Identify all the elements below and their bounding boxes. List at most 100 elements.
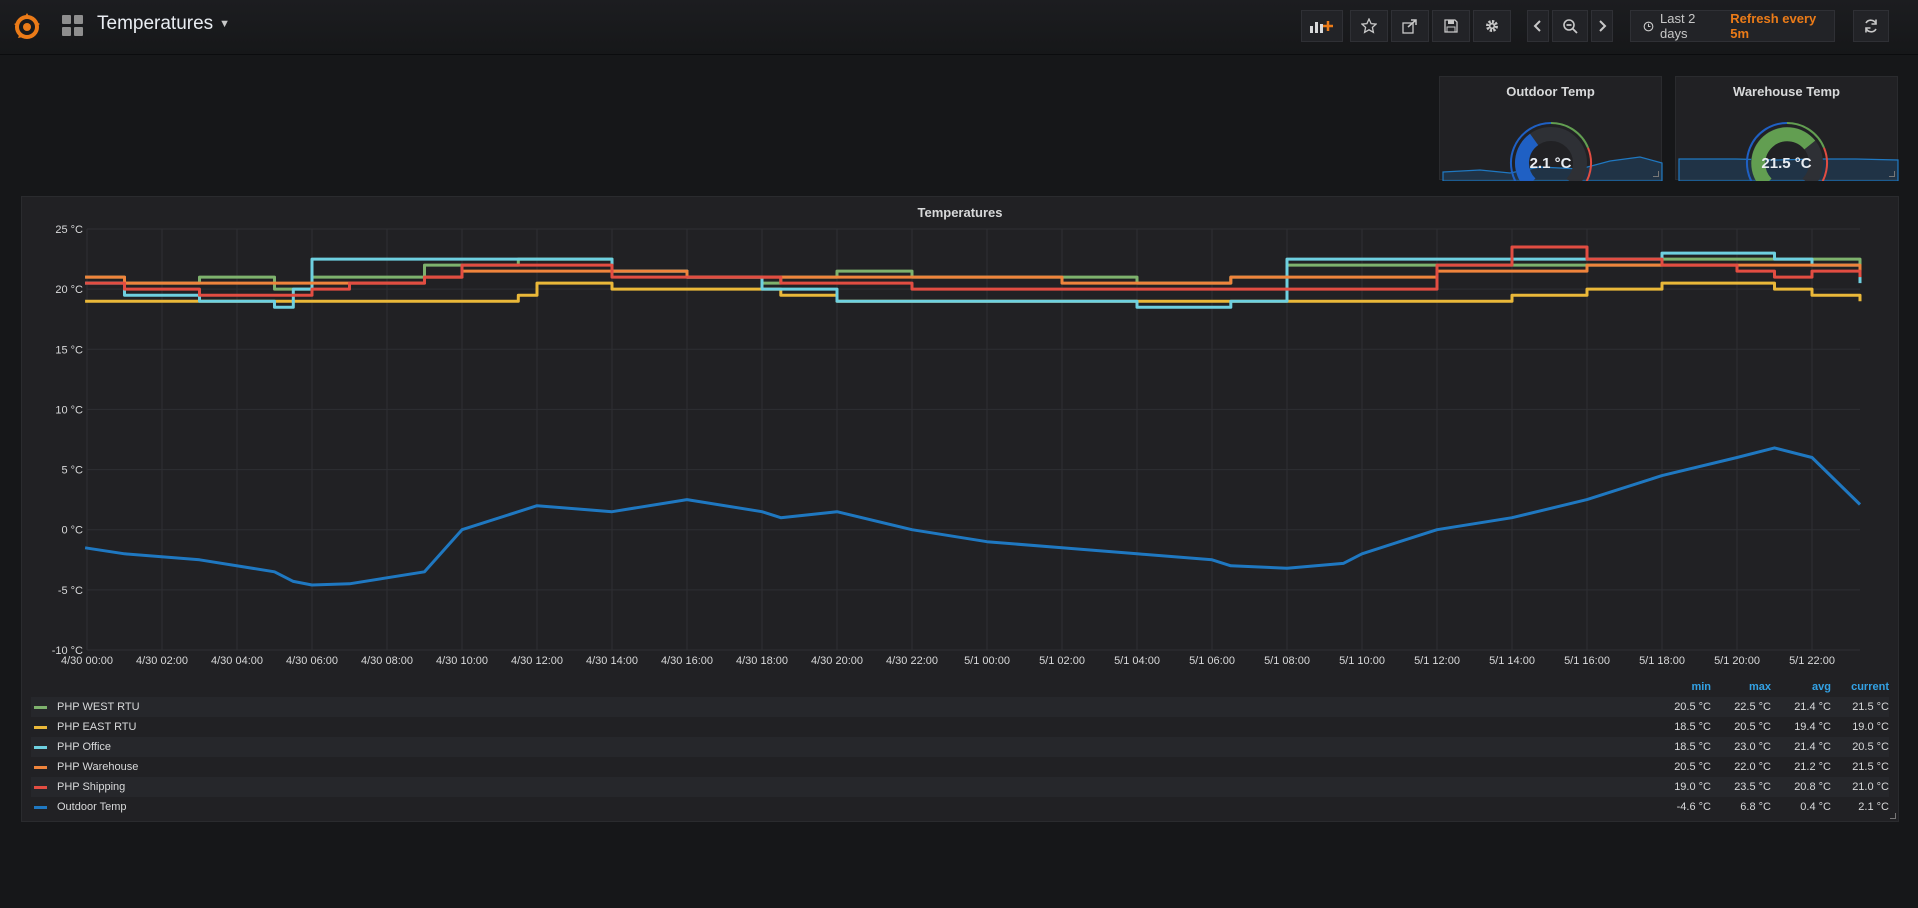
x-tick-label: 4/30 14:00 <box>586 655 638 667</box>
legend-item[interactable]: PHP Office 18.5 °C 23.0 °C 21.4 °C 20.5 … <box>31 737 1889 757</box>
gauge-threshold-low <box>1745 122 1788 181</box>
dashboard-title: Temperatures <box>97 13 214 34</box>
add-panel-icon <box>1310 21 1333 33</box>
series-name[interactable]: PHP Office <box>57 741 112 753</box>
panel-title: Warehouse Temp <box>1733 84 1840 99</box>
temperatures-graph-panel[interactable]: Temperatures 25 °C 20 °C 15 °C 10 °C 5 °C 0 °… <box>21 196 1899 822</box>
star-button[interactable] <box>1350 10 1388 42</box>
y-tick-label: 0 °C <box>61 525 83 537</box>
series-min: 18.5 °C <box>1674 741 1711 753</box>
refresh-button[interactable] <box>1853 10 1889 42</box>
temperature-chart[interactable]: 25 °C20 °C15 °C10 °C5 °C0 °C-5 °C-10 °C4… <box>22 197 1898 677</box>
time-back-button[interactable] <box>1527 10 1549 42</box>
series-name[interactable]: Outdoor Temp <box>57 801 127 813</box>
x-tick-label: 4/30 02:00 <box>136 655 188 667</box>
x-tick-label: 5/1 08:00 <box>1264 655 1310 667</box>
x-tick-label: 5/1 20:00 <box>1714 655 1760 667</box>
y-tick-label: 20 °C <box>55 284 83 296</box>
resize-handle[interactable] <box>1653 171 1659 177</box>
chevron-left-icon <box>1533 20 1541 32</box>
x-tick-label: 5/1 18:00 <box>1639 655 1685 667</box>
add-panel-button[interactable] <box>1301 10 1343 42</box>
share-icon <box>1402 19 1417 34</box>
grafana-logo-icon[interactable] <box>12 12 42 42</box>
graph-legend: min max avg current PHP WEST RTU 20.5 °C… <box>31 679 1889 817</box>
series-current: 19.0 °C <box>1852 721 1889 733</box>
legend-item[interactable]: PHP Shipping 19.0 °C 23.5 °C 20.8 °C 21.… <box>31 777 1889 797</box>
series-color-swatch[interactable] <box>34 746 47 749</box>
series-min: 20.5 °C <box>1674 701 1711 713</box>
legend-col-current[interactable]: current <box>1851 681 1889 693</box>
apps-grid-icon[interactable] <box>62 15 84 37</box>
warehouse-temp-gauge <box>1678 121 1899 181</box>
save-button[interactable] <box>1432 10 1470 42</box>
legend-item[interactable]: Outdoor Temp -4.6 °C 6.8 °C 0.4 °C 2.1 °… <box>31 797 1889 817</box>
series-line-php-east-rtu[interactable] <box>85 281 1862 303</box>
x-tick-label: 4/30 06:00 <box>286 655 338 667</box>
series-color-swatch[interactable] <box>34 766 47 769</box>
zoom-out-button[interactable] <box>1552 10 1588 42</box>
x-tick-label: 4/30 04:00 <box>211 655 263 667</box>
series-max: 23.5 °C <box>1734 781 1771 793</box>
dashboard-title-dropdown[interactable]: Temperatures ▼ <box>97 13 230 35</box>
series-avg: 21.2 °C <box>1794 761 1831 773</box>
series-name[interactable]: PHP EAST RTU <box>57 721 137 733</box>
x-tick-label: 4/30 20:00 <box>811 655 863 667</box>
caret-down-icon: ▼ <box>219 17 231 30</box>
panel-title: Outdoor Temp <box>1506 84 1595 99</box>
outdoor-temp-panel[interactable]: Outdoor Temp 2.1 °C <box>1439 76 1663 181</box>
time-forward-button[interactable] <box>1591 10 1613 42</box>
series-name[interactable]: PHP WEST RTU <box>57 701 140 713</box>
series-avg: 0.4 °C <box>1800 801 1831 813</box>
y-tick-label: 15 °C <box>55 344 83 356</box>
series-max: 22.5 °C <box>1734 701 1771 713</box>
legend-item[interactable]: PHP EAST RTU 18.5 °C 20.5 °C 19.4 °C 19.… <box>31 717 1889 737</box>
warehouse-temp-panel[interactable]: Warehouse Temp 21.5 °C <box>1675 76 1899 181</box>
legend-col-avg[interactable]: avg <box>1812 681 1831 693</box>
gauge-threshold-mid <box>1550 121 1589 149</box>
series-line-outdoor-temp[interactable] <box>84 446 1862 587</box>
stat-value: 21.5 °C <box>1761 155 1812 172</box>
legend-header: min max avg current <box>31 679 1889 697</box>
x-tick-label: 4/30 00:00 <box>61 655 113 667</box>
settings-icon <box>1486 20 1498 32</box>
series-color-swatch[interactable] <box>34 786 47 789</box>
series-current: 20.5 °C <box>1852 741 1889 753</box>
legend-item[interactable]: PHP Warehouse 20.5 °C 22.0 °C 21.2 °C 21… <box>31 757 1889 777</box>
series-line-php-warehouse[interactable] <box>85 263 1862 285</box>
clock-icon <box>1643 21 1654 31</box>
legend-item[interactable]: PHP WEST RTU 20.5 °C 22.5 °C 21.4 °C 21.… <box>31 697 1889 717</box>
x-tick-label: 4/30 22:00 <box>886 655 938 667</box>
x-tick-label: 5/1 04:00 <box>1114 655 1160 667</box>
settings-button[interactable] <box>1473 10 1511 42</box>
series-current: 21.5 °C <box>1852 761 1889 773</box>
time-picker-button[interactable]: Last 2 days Refresh every 5m <box>1630 10 1835 42</box>
series-line-php-shipping[interactable] <box>85 245 1862 297</box>
star-icon <box>1361 18 1377 34</box>
series-color-swatch[interactable] <box>34 806 47 809</box>
series-line-php-office[interactable] <box>85 251 1862 309</box>
legend-col-max[interactable]: max <box>1748 681 1771 693</box>
panel-title: Temperatures <box>917 205 1003 220</box>
x-tick-label: 5/1 02:00 <box>1039 655 1085 667</box>
series-color-swatch[interactable] <box>34 706 47 709</box>
legend-col-min[interactable]: min <box>1691 681 1711 693</box>
series-current: 2.1 °C <box>1858 801 1889 813</box>
series-color-swatch[interactable] <box>34 726 47 729</box>
series-name[interactable]: PHP Shipping <box>57 781 126 793</box>
x-tick-label: 4/30 18:00 <box>736 655 788 667</box>
series-name[interactable]: PHP Warehouse <box>57 761 139 773</box>
x-tick-label: 4/30 08:00 <box>361 655 413 667</box>
series-current: 21.5 °C <box>1852 701 1889 713</box>
gauge-threshold-low <box>1509 122 1552 181</box>
resize-handle[interactable] <box>1890 813 1896 819</box>
series-min: 20.5 °C <box>1674 761 1711 773</box>
x-tick-label: 5/1 06:00 <box>1189 655 1235 667</box>
refresh-interval-label: Refresh every 5m <box>1730 11 1817 41</box>
series-max: 6.8 °C <box>1740 801 1771 813</box>
share-button[interactable] <box>1391 10 1429 42</box>
y-tick-label: 5 °C <box>61 465 83 477</box>
x-tick-label: 5/1 12:00 <box>1414 655 1460 667</box>
x-tick-label: 4/30 12:00 <box>511 655 563 667</box>
resize-handle[interactable] <box>1889 171 1895 177</box>
